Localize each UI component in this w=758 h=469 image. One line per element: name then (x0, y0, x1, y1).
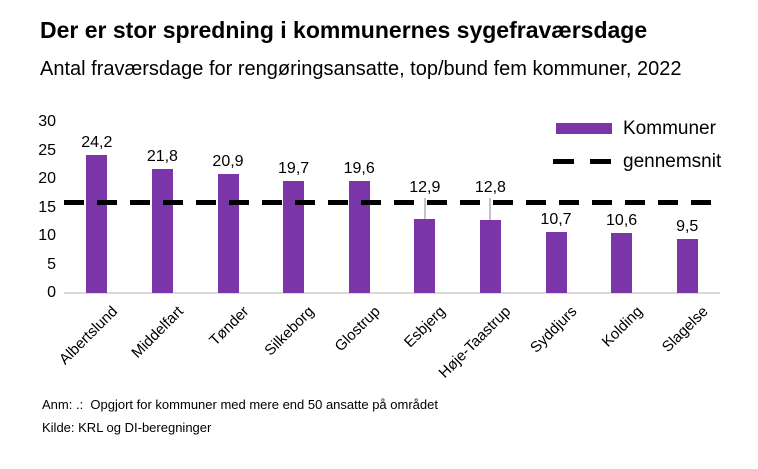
y-axis-tick-label: 10 (38, 227, 56, 244)
x-axis-label: Esbjerg (400, 303, 449, 351)
x-axis-label: Kolding (598, 303, 646, 351)
bar-value-label: 9,5 (676, 217, 699, 235)
bar-value-label: 20,9 (212, 152, 244, 170)
leader-line (489, 197, 492, 221)
bar-value-label: 19,6 (343, 160, 375, 178)
x-axis-label: Glostrup (331, 303, 384, 356)
x-axis-label: Albertslund (55, 303, 121, 369)
leader-line (423, 197, 426, 220)
average-line-swatch (553, 159, 611, 164)
x-axis-label: Silkeborg (261, 303, 318, 360)
chart-footnote: Anm: .: Opgjort for kommuner med mere en… (42, 397, 438, 412)
y-axis-tick-label: 15 (38, 198, 56, 216)
y-axis-tick-label: 25 (38, 141, 56, 159)
y-axis-tick-label: 30 (38, 113, 56, 130)
bar-value-label: 10,6 (606, 211, 638, 229)
bar (545, 232, 567, 293)
bar (283, 180, 305, 293)
bar-value-label: 12,8 (474, 178, 506, 196)
y-axis-tick-label: 0 (47, 284, 56, 301)
bar-value-label: 10,7 (540, 211, 572, 228)
x-axis-label: Syddjurs (526, 303, 581, 357)
bar (217, 173, 239, 293)
legend-item-kommuner: Kommuner (553, 117, 721, 140)
legend-series-label: Kommuner (623, 117, 716, 139)
bar-value-label: 19,7 (278, 159, 310, 177)
bar-value-label: 24,2 (81, 134, 113, 152)
x-axis-label: Slagelse (658, 303, 712, 356)
bar-series-swatch (556, 123, 612, 134)
chart-subtitle: Antal fraværsdage for rengøringsansatte,… (40, 58, 682, 80)
y-axis-tick-label: 20 (38, 170, 56, 187)
bar (86, 155, 108, 293)
bar (611, 232, 633, 293)
bar (414, 219, 436, 293)
legend-average-label: gennemsnit (623, 150, 722, 172)
chart-source: Kilde: KRL og DI-beregninger (42, 420, 212, 435)
legend-item-gennemsnit: gennemsnit (553, 150, 721, 173)
bar-value-label: 21,8 (146, 147, 178, 165)
bar (348, 181, 370, 293)
x-axis-label: Middelfart (127, 303, 187, 362)
bar (479, 220, 501, 293)
bar-value-label: 12,9 (409, 178, 441, 196)
legend: Kommuner gennemsnit (553, 117, 721, 183)
chart-title: Der er stor spredning i kommunernes syge… (40, 17, 648, 43)
bar (151, 168, 173, 293)
x-axis-label: Tønder (205, 303, 253, 350)
bar (676, 238, 698, 293)
average-line (64, 200, 720, 206)
x-axis-line (64, 292, 720, 294)
y-axis-tick-label: 5 (47, 255, 56, 273)
